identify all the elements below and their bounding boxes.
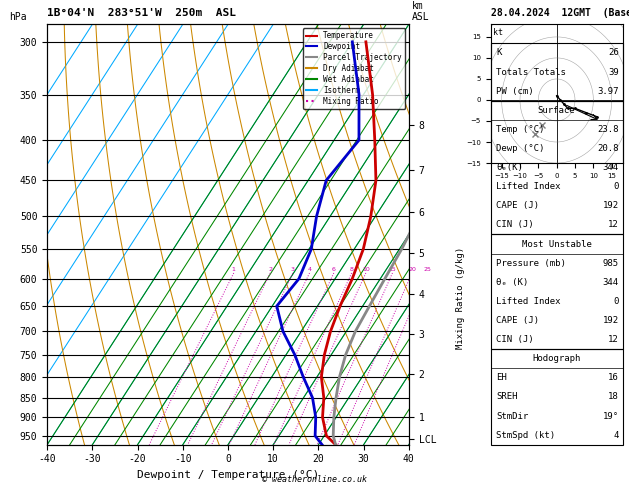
Text: Most Unstable: Most Unstable <box>521 240 592 248</box>
Text: 39: 39 <box>608 68 619 77</box>
Text: CIN (J): CIN (J) <box>496 335 533 344</box>
Text: 12: 12 <box>608 221 619 229</box>
Text: 18: 18 <box>608 392 619 401</box>
Text: 20.8: 20.8 <box>598 144 619 153</box>
Text: Temp (°C): Temp (°C) <box>496 125 544 134</box>
Text: CAPE (J): CAPE (J) <box>496 201 539 210</box>
Text: 1: 1 <box>231 267 236 272</box>
Text: 25: 25 <box>423 267 431 272</box>
Text: K: K <box>496 49 501 57</box>
Text: 0: 0 <box>613 297 619 306</box>
Text: 19°: 19° <box>603 412 619 420</box>
Text: 20: 20 <box>408 267 416 272</box>
Text: Lifted Index: Lifted Index <box>496 182 560 191</box>
Text: CIN (J): CIN (J) <box>496 221 533 229</box>
Text: © weatheronline.co.uk: © weatheronline.co.uk <box>262 474 367 484</box>
Text: 3.97: 3.97 <box>598 87 619 96</box>
Text: 4: 4 <box>613 431 619 440</box>
Text: Surface: Surface <box>538 106 576 115</box>
Text: Totals Totals: Totals Totals <box>496 68 565 77</box>
Text: 6: 6 <box>332 267 336 272</box>
Text: 2: 2 <box>268 267 272 272</box>
Text: 12: 12 <box>608 335 619 344</box>
Text: EH: EH <box>496 373 506 382</box>
Text: θₑ (K): θₑ (K) <box>496 278 528 287</box>
Text: 985: 985 <box>603 259 619 268</box>
Text: 16: 16 <box>608 373 619 382</box>
Text: 8: 8 <box>350 267 353 272</box>
Text: kt: kt <box>493 29 503 37</box>
Text: 344: 344 <box>603 163 619 172</box>
Text: 0: 0 <box>613 182 619 191</box>
Text: 4: 4 <box>308 267 311 272</box>
Text: PW (cm): PW (cm) <box>496 87 533 96</box>
Text: 192: 192 <box>603 316 619 325</box>
Text: Lifted Index: Lifted Index <box>496 297 560 306</box>
Text: 26: 26 <box>608 49 619 57</box>
Text: Dewp (°C): Dewp (°C) <box>496 144 544 153</box>
Text: 15: 15 <box>389 267 396 272</box>
Text: hPa: hPa <box>9 12 27 22</box>
Text: 23.8: 23.8 <box>598 125 619 134</box>
Text: Hodograph: Hodograph <box>533 354 581 363</box>
Text: km
ASL: km ASL <box>412 1 430 22</box>
Text: 3: 3 <box>291 267 295 272</box>
Text: Mixing Ratio (g/kg): Mixing Ratio (g/kg) <box>456 246 465 348</box>
Text: StmSpd (kt): StmSpd (kt) <box>496 431 555 440</box>
Text: Pressure (mb): Pressure (mb) <box>496 259 565 268</box>
Text: 10: 10 <box>362 267 370 272</box>
Text: 1B°04'N  283°51'W  250m  ASL: 1B°04'N 283°51'W 250m ASL <box>47 8 236 18</box>
Text: θₑ(K): θₑ(K) <box>496 163 523 172</box>
Text: 28.04.2024  12GMT  (Base: 00): 28.04.2024 12GMT (Base: 00) <box>491 8 629 18</box>
Text: 192: 192 <box>603 201 619 210</box>
Text: SREH: SREH <box>496 392 518 401</box>
Text: CAPE (J): CAPE (J) <box>496 316 539 325</box>
Text: StmDir: StmDir <box>496 412 528 420</box>
X-axis label: Dewpoint / Temperature (°C): Dewpoint / Temperature (°C) <box>137 470 319 480</box>
Legend: Temperature, Dewpoint, Parcel Trajectory, Dry Adiabat, Wet Adiabat, Isotherm, Mi: Temperature, Dewpoint, Parcel Trajectory… <box>303 28 405 109</box>
Text: 344: 344 <box>603 278 619 287</box>
